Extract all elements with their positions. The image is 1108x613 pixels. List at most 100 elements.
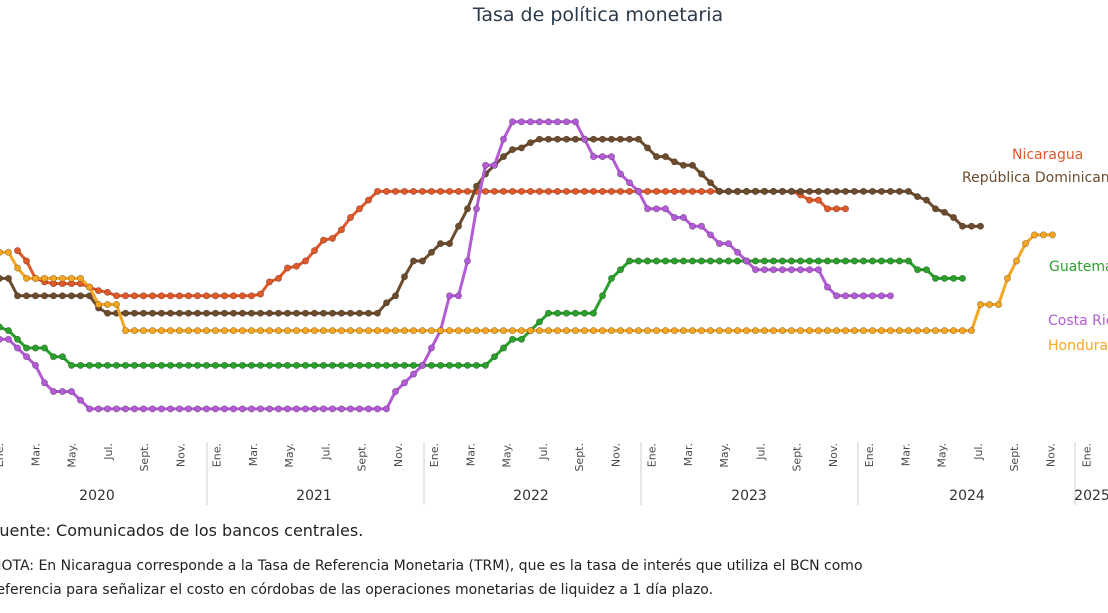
point-honduras	[706, 327, 714, 335]
point-costa-rica	[5, 335, 13, 343]
point-costa-rica	[859, 292, 867, 300]
point-honduras	[248, 327, 256, 335]
point-nicaragua	[679, 187, 687, 195]
point-costa-rica	[499, 135, 507, 143]
point-costa-rica	[472, 205, 480, 213]
point-honduras	[580, 327, 588, 335]
x-tick-label: Ene.	[428, 443, 441, 467]
series-nicaragua: Nicaragua	[14, 147, 1083, 300]
point-guatemala	[922, 266, 930, 274]
point-costa-rica	[508, 118, 516, 126]
point-republica-dominicana	[544, 135, 552, 143]
point-honduras	[337, 327, 345, 335]
point-guatemala	[904, 257, 912, 265]
point-guatemala	[194, 361, 202, 369]
point-costa-rica	[346, 405, 354, 413]
point-guatemala	[77, 361, 85, 369]
point-honduras	[517, 327, 525, 335]
point-costa-rica	[104, 405, 112, 413]
point-republica-dominicana	[427, 248, 435, 256]
x-tick-label: Nov.	[827, 443, 840, 467]
point-costa-rica	[185, 405, 193, 413]
point-guatemala	[940, 274, 948, 282]
point-honduras	[625, 327, 633, 335]
point-honduras	[967, 327, 975, 335]
point-republica-dominicana	[607, 135, 615, 143]
year-label: 2023	[731, 488, 767, 504]
point-republica-dominicana	[697, 170, 705, 178]
point-honduras	[922, 327, 930, 335]
point-republica-dominicana	[841, 187, 849, 195]
point-republica-dominicana	[104, 309, 112, 317]
label-guatemala: Guatemala	[1049, 259, 1108, 275]
x-tick-label: Mar.	[464, 443, 477, 466]
point-honduras	[616, 327, 624, 335]
point-guatemala	[122, 361, 130, 369]
point-honduras	[814, 327, 822, 335]
point-honduras	[149, 327, 157, 335]
point-costa-rica	[274, 405, 282, 413]
point-guatemala	[508, 335, 516, 343]
point-nicaragua	[625, 187, 633, 195]
point-republica-dominicana	[22, 292, 30, 300]
point-honduras	[823, 327, 831, 335]
point-nicaragua	[805, 196, 813, 204]
point-honduras	[535, 327, 543, 335]
point-republica-dominicana	[68, 292, 76, 300]
point-costa-rica	[409, 370, 417, 378]
point-honduras	[490, 327, 498, 335]
x-tick-label: May.	[936, 443, 949, 468]
point-costa-rica	[337, 405, 345, 413]
point-costa-rica	[221, 405, 229, 413]
point-costa-rica	[715, 240, 723, 248]
point-honduras	[940, 327, 948, 335]
point-republica-dominicana	[418, 257, 426, 265]
point-republica-dominicana	[535, 135, 543, 143]
year-label: 2021	[296, 488, 332, 504]
point-costa-rica	[230, 405, 238, 413]
x-tick-label: May.	[66, 443, 79, 468]
point-costa-rica	[535, 118, 543, 126]
point-honduras	[499, 327, 507, 335]
point-republica-dominicana	[922, 196, 930, 204]
point-republica-dominicana	[679, 161, 687, 169]
point-honduras	[985, 300, 993, 308]
point-honduras	[58, 274, 66, 282]
point-nicaragua	[194, 292, 202, 300]
point-nicaragua	[337, 226, 345, 234]
point-republica-dominicana	[931, 205, 939, 213]
point-guatemala	[895, 257, 903, 265]
point-republica-dominicana	[77, 292, 85, 300]
point-guatemala	[373, 361, 381, 369]
point-republica-dominicana	[364, 309, 372, 317]
point-nicaragua	[508, 187, 516, 195]
point-nicaragua	[158, 292, 166, 300]
x-tick-label: May.	[718, 443, 731, 468]
point-guatemala	[724, 257, 732, 265]
point-guatemala	[679, 257, 687, 265]
point-guatemala	[553, 309, 561, 317]
point-republica-dominicana	[967, 222, 975, 230]
x-tick-label: Mar.	[682, 443, 695, 466]
point-honduras	[122, 327, 130, 335]
point-republica-dominicana	[301, 309, 309, 317]
point-honduras	[1003, 274, 1011, 282]
point-nicaragua	[616, 187, 624, 195]
point-honduras	[391, 327, 399, 335]
point-honduras	[364, 327, 372, 335]
point-honduras	[769, 327, 777, 335]
point-nicaragua	[481, 187, 489, 195]
point-republica-dominicana	[0, 274, 3, 282]
point-honduras	[598, 327, 606, 335]
point-honduras	[652, 327, 660, 335]
point-guatemala	[212, 361, 220, 369]
point-republica-dominicana	[796, 187, 804, 195]
x-tick-label: Mar.	[247, 443, 260, 466]
point-guatemala	[149, 361, 157, 369]
point-honduras	[877, 327, 885, 335]
label-honduras: Honduras	[1048, 338, 1108, 354]
point-guatemala	[301, 361, 309, 369]
point-nicaragua	[832, 205, 840, 213]
point-guatemala	[499, 344, 507, 352]
point-honduras	[805, 327, 813, 335]
